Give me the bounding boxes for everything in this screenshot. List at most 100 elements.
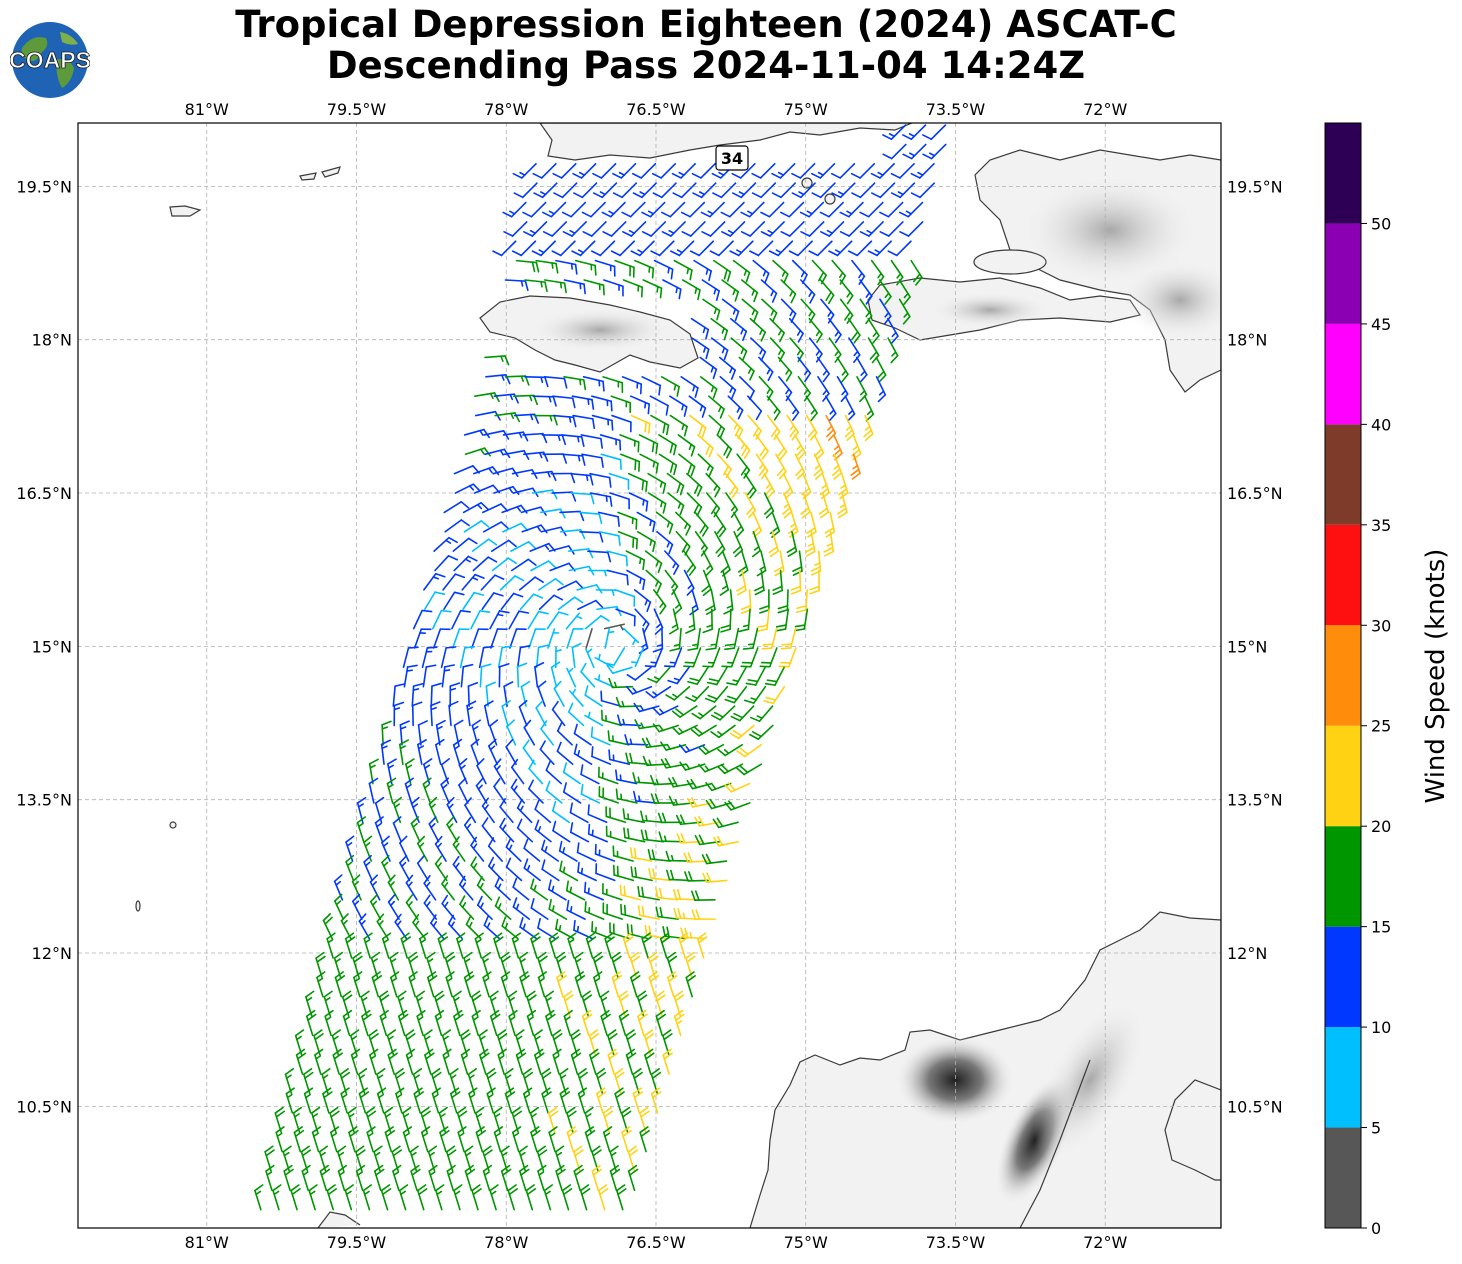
wind-barb (724, 800, 751, 811)
wind-barb (661, 221, 686, 237)
wind-barb (658, 831, 683, 843)
wind-barb (565, 880, 586, 901)
wind-barb (590, 726, 611, 746)
wind-barb (630, 240, 655, 257)
wind-barb (510, 541, 537, 552)
wind-barb (606, 664, 633, 674)
wind-barb (663, 647, 683, 668)
wind-barb (546, 611, 569, 630)
wind-barb (705, 627, 721, 651)
wind-barb (538, 577, 564, 591)
wind-barb (899, 221, 924, 237)
wind-barb (887, 337, 899, 364)
wind-barb (530, 897, 549, 920)
wind-barb (719, 376, 737, 400)
title-line-1: Tropical Depression Eighteen (2024) ASCA… (235, 3, 1177, 46)
wind-barb (515, 1048, 527, 1075)
land-grand-cayman (169, 205, 202, 217)
wind-barb (773, 550, 785, 577)
wind-barb (671, 162, 696, 179)
wind-barb (493, 758, 506, 785)
wind-barb (434, 555, 459, 572)
wind-barb (528, 779, 544, 804)
wind-barb (542, 201, 567, 218)
wind-barb (887, 317, 899, 344)
wind-barb (563, 1009, 573, 1037)
x-tick-label-bottom: 78°W (484, 1233, 528, 1252)
wind-barb (792, 550, 803, 576)
wind-barb (494, 896, 512, 920)
wind-barb (545, 1009, 556, 1037)
wind-barb (882, 143, 907, 160)
y-tick-label-right: 10.5°N (1227, 1097, 1283, 1116)
wind-barb (686, 778, 713, 790)
wind-barb (809, 569, 820, 595)
wind-barb (314, 1048, 324, 1075)
wind-barb (808, 240, 833, 257)
wind-barb (642, 279, 663, 299)
wind-barb (565, 612, 583, 630)
wind-barb (580, 764, 600, 785)
wind-barb (701, 221, 726, 237)
wind-barb (503, 449, 530, 460)
wind-barb (508, 1009, 518, 1037)
wind-barb (537, 971, 548, 998)
wind-barb (506, 719, 517, 746)
wind-barb (471, 1009, 481, 1037)
wind-barb (254, 1184, 264, 1211)
wind-barb (519, 971, 530, 998)
wind-barb (595, 863, 616, 882)
wind-barb (512, 877, 530, 901)
wind-barb (598, 786, 620, 804)
wind-barb (708, 395, 725, 419)
wind-barb (662, 926, 686, 940)
y-tick-label-right: 12°N (1227, 944, 1267, 963)
wind-barb (622, 221, 647, 237)
wind-barb (717, 763, 744, 775)
wind-barb (404, 777, 414, 804)
wind-barb (641, 376, 662, 396)
wind-barb (547, 628, 560, 649)
wind-barb (410, 816, 421, 843)
wind-barb (513, 182, 538, 199)
wind-barb (505, 857, 523, 882)
wind-barb (457, 1126, 467, 1153)
wind-barb (656, 530, 674, 555)
wind-barb (567, 702, 585, 727)
wind-barb (641, 932, 652, 959)
wind-barb (684, 871, 709, 882)
wind-barb (898, 298, 911, 325)
wind-barb (431, 609, 452, 630)
wind-barb (329, 1126, 340, 1153)
y-tick-label-left: 16.5°N (16, 484, 72, 503)
wind-barb (573, 182, 598, 199)
wind-barb (592, 182, 618, 199)
wind-barb (353, 971, 363, 998)
wind-barb (520, 506, 547, 516)
wind-barb (729, 240, 754, 257)
wind-barb (800, 279, 816, 304)
wind-barb (666, 869, 691, 882)
wind-barb (494, 876, 511, 901)
wind-barb (699, 356, 718, 380)
wind-barb (460, 1048, 471, 1075)
wind-barb (366, 1126, 376, 1153)
wind-barb (580, 783, 601, 804)
wind-barb (660, 741, 687, 751)
wind-barb (537, 680, 547, 707)
wind-barb (482, 1164, 493, 1192)
wind-barb (489, 1184, 499, 1211)
wind-barb (435, 719, 446, 746)
wind-barb (687, 627, 701, 651)
wind-barb (509, 628, 527, 649)
wind-barb (791, 182, 816, 199)
wind-barb (678, 453, 696, 477)
wind-barb (530, 878, 549, 901)
y-tick-label-right: 18°N (1227, 331, 1267, 350)
wind-barb (811, 182, 836, 199)
wind-barb (416, 835, 429, 862)
wind-barb (337, 1164, 348, 1192)
wind-barb (751, 530, 761, 558)
wind-barb (760, 201, 785, 218)
